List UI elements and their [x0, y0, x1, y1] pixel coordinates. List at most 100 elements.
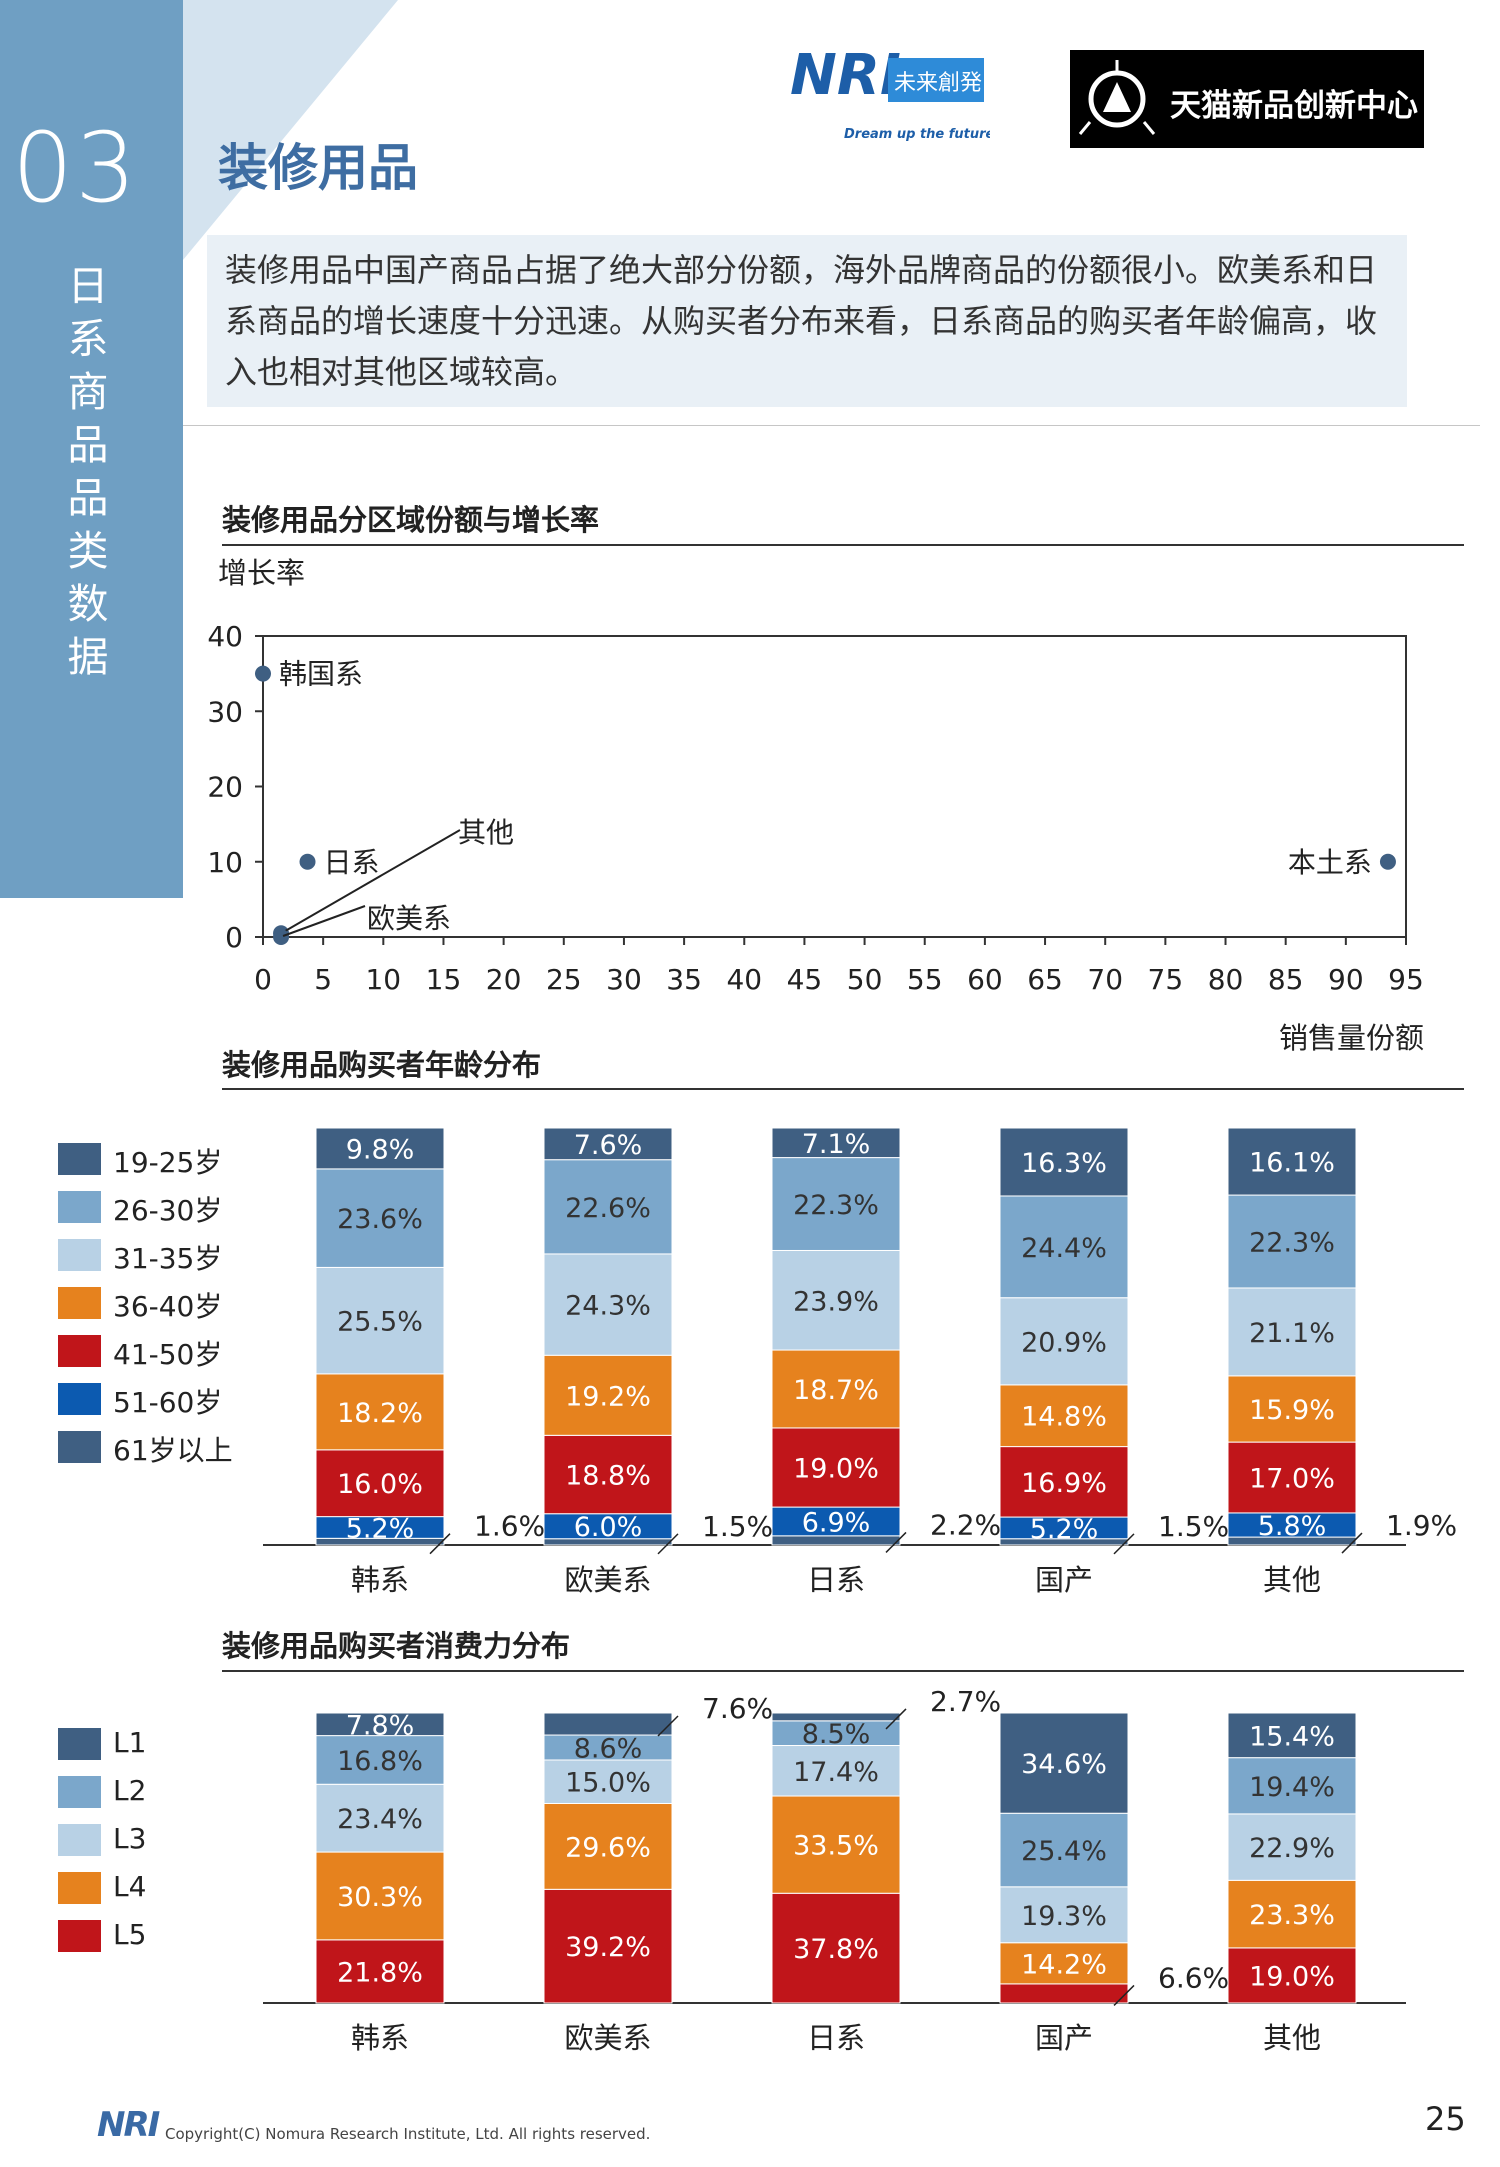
bar-segment	[543, 1127, 673, 1161]
data-label: 23.3%	[1249, 1900, 1335, 1931]
bar-segment	[315, 1266, 445, 1375]
data-label: 7.6%	[574, 1130, 643, 1161]
data-label: 8.6%	[574, 1734, 643, 1765]
legend-label: L4	[113, 1870, 147, 1903]
y-tick-label: 40	[207, 620, 243, 653]
legend-swatch	[58, 1383, 101, 1415]
data-label: 1.5%	[1158, 1510, 1229, 1543]
data-label: 39.2%	[565, 1932, 651, 1963]
scatter-chart-title: 装修用品分区域份额与增长率	[222, 503, 600, 537]
x-tick-label: 75	[1148, 963, 1184, 996]
section-title-char: 数	[67, 580, 109, 628]
point-label: 本土系	[1288, 846, 1372, 879]
x-tick-label: 5	[314, 963, 332, 996]
section-title: 日 系 商 品 品 类 数 据	[58, 260, 118, 684]
legend-swatch	[58, 1872, 101, 1904]
x-tick-label: 35	[666, 963, 702, 996]
section-sidebar	[0, 0, 183, 898]
bar-segment	[771, 1892, 901, 2004]
legend-swatch	[58, 1287, 101, 1319]
section-title-char: 品	[67, 474, 109, 522]
bar-segment	[1227, 1813, 1357, 1881]
legend-label: 36-40岁	[113, 1290, 223, 1323]
page-number: 25	[1425, 2100, 1466, 2138]
data-label: 7.1%	[802, 1129, 871, 1160]
data-label: 16.8%	[337, 1746, 423, 1777]
category-label: 其他	[1263, 1563, 1321, 1597]
data-label: 15.4%	[1249, 1721, 1335, 1752]
x-tick-label: 55	[907, 963, 943, 996]
scatter-point	[299, 853, 316, 870]
chart-divider	[222, 1670, 1464, 1672]
section-title-char: 类	[67, 527, 109, 575]
data-label: 19.3%	[1021, 1901, 1107, 1932]
data-label: 6.0%	[574, 1512, 643, 1543]
data-label: 24.3%	[565, 1291, 651, 1322]
category-label: 其他	[1263, 2021, 1321, 2055]
summary-text: 装修用品中国产商品占据了绝大部分份额，海外品牌商品的份额很小。欧美系和日系商品的…	[225, 251, 1378, 391]
bar-segment	[771, 1795, 901, 1894]
data-label: 15.0%	[565, 1768, 651, 1799]
nri-logo-sub: 未来創発	[894, 71, 982, 96]
legend-label: 41-50岁	[113, 1338, 223, 1371]
y-tick-label: 20	[207, 771, 243, 804]
section-title-char: 据	[67, 633, 109, 681]
tmic-logo	[1070, 50, 1424, 148]
data-label: 2.2%	[930, 1508, 1001, 1541]
chart-divider	[222, 1088, 1464, 1090]
data-label: 2.7%	[930, 1685, 1001, 1718]
data-label: 22.3%	[793, 1190, 879, 1221]
footer-copyright: Copyright(C) Nomura Research Institute, …	[165, 2125, 651, 2143]
x-tick-label: 65	[1027, 963, 1063, 996]
data-label: 6.9%	[802, 1507, 871, 1538]
data-label: 5.8%	[1258, 1511, 1327, 1542]
divider	[183, 425, 1480, 426]
category-label: 日系	[807, 2021, 865, 2055]
data-label: 33.5%	[793, 1831, 879, 1862]
bar-segment	[771, 1712, 901, 1722]
data-label: 1.6%	[474, 1510, 545, 1543]
legend-swatch	[58, 1191, 101, 1223]
point-label: 其他	[458, 816, 514, 849]
bar-segment	[999, 1195, 1129, 1299]
bar-segment	[315, 1127, 445, 1170]
data-label: 19.0%	[793, 1454, 879, 1485]
bar-segment	[771, 1249, 901, 1351]
x-tick-label: 85	[1268, 963, 1304, 996]
bar-segment	[543, 1434, 673, 1515]
leader-line	[657, 1715, 679, 1737]
data-label: 18.7%	[793, 1375, 879, 1406]
bar-segment	[1227, 1441, 1357, 1514]
legend-label: 51-60岁	[113, 1386, 223, 1419]
x-tick-label: 15	[426, 963, 462, 996]
data-label: 15.9%	[1249, 1395, 1335, 1426]
data-label: 17.4%	[793, 1757, 879, 1788]
leader-line	[1113, 1984, 1135, 2006]
age-bar-chart: 韩系 1.6% 5.2% 16.0% 18.2% 25.5% 23.6% 9.8% 欧美系 1.5…	[263, 1127, 1457, 1597]
x-tick-label: 10	[365, 963, 401, 996]
bar-segment	[543, 1888, 673, 2004]
footer-nri-logo: NRI	[97, 2105, 160, 2145]
bar-segment	[1227, 1947, 1357, 2004]
legend-label: 61岁以上	[113, 1434, 233, 1467]
data-label: 1.9%	[1386, 1509, 1457, 1542]
bar-segment	[771, 1349, 901, 1429]
age-chart-title: 装修用品购买者年龄分布	[222, 1048, 542, 1082]
bar-segment	[771, 1720, 901, 1747]
bar-segment	[1227, 1712, 1357, 1759]
data-label: 34.6%	[1021, 1749, 1107, 1780]
data-label: 18.8%	[565, 1461, 651, 1492]
y-tick-label: 0	[225, 921, 243, 954]
x-axis-label: 销售量份额	[1279, 1021, 1424, 1055]
bar-segment	[543, 1354, 673, 1436]
data-label: 23.9%	[793, 1286, 879, 1317]
scatter-point	[1379, 853, 1396, 870]
bar-segment	[315, 1783, 445, 1853]
bar-segment	[999, 1712, 1129, 1814]
legend-swatch	[58, 1335, 101, 1367]
data-label: 14.2%	[1021, 1949, 1107, 1980]
data-label: 29.6%	[565, 1832, 651, 1863]
bar-segment	[315, 1939, 445, 2004]
y-axis-label: 增长率	[218, 556, 305, 590]
